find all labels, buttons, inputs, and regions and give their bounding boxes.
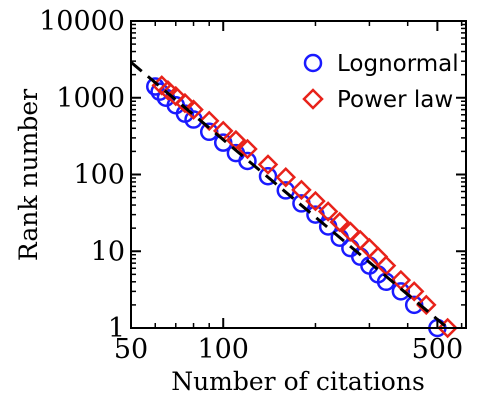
power-law-point <box>403 281 425 302</box>
y-axis-title: Rank number <box>14 89 43 261</box>
power-law-point <box>329 211 350 233</box>
power-law-point <box>317 201 339 222</box>
power-law-point <box>237 138 258 160</box>
power-law-point <box>416 294 437 316</box>
y-tick-label: 10000 <box>39 6 125 37</box>
series-power-law <box>151 75 458 339</box>
lognormal-point <box>391 282 411 301</box>
legend-lognormal-label: Lognormal <box>337 51 459 77</box>
plot-marks <box>130 61 458 339</box>
power-law-point <box>257 154 279 175</box>
legend-power-law-marker <box>302 88 324 110</box>
legend: Lognormal Power law <box>302 51 459 113</box>
y-tick-label: 1 <box>108 313 125 344</box>
power-law-point <box>157 80 179 101</box>
power-law-point <box>305 190 326 212</box>
x-axis-title: Number of citations <box>171 367 425 396</box>
power-law-point <box>375 255 397 276</box>
power-law-point <box>198 110 220 132</box>
axis-ticks <box>130 20 466 329</box>
legend-lognormal-marker <box>303 53 323 73</box>
x-tick-label: 100 <box>197 334 249 365</box>
power-law-point <box>183 99 204 120</box>
axis-tick-labels: 1 10 100 1000 10000 50 100 500 <box>39 6 463 365</box>
power-law-point <box>291 179 312 201</box>
power-law-point <box>174 92 196 114</box>
y-tick-label: 100 <box>73 160 125 191</box>
x-tick-label: 500 <box>412 334 464 365</box>
lognormal-point <box>258 166 278 186</box>
fit-line <box>130 61 449 330</box>
legend-power-law-label: Power law <box>337 87 453 113</box>
y-tick-label: 10 <box>91 236 125 267</box>
power-law-point <box>275 167 297 188</box>
x-tick-label: 50 <box>114 334 148 365</box>
lognormal-point <box>238 151 257 171</box>
y-tick-label: 1000 <box>56 83 125 114</box>
